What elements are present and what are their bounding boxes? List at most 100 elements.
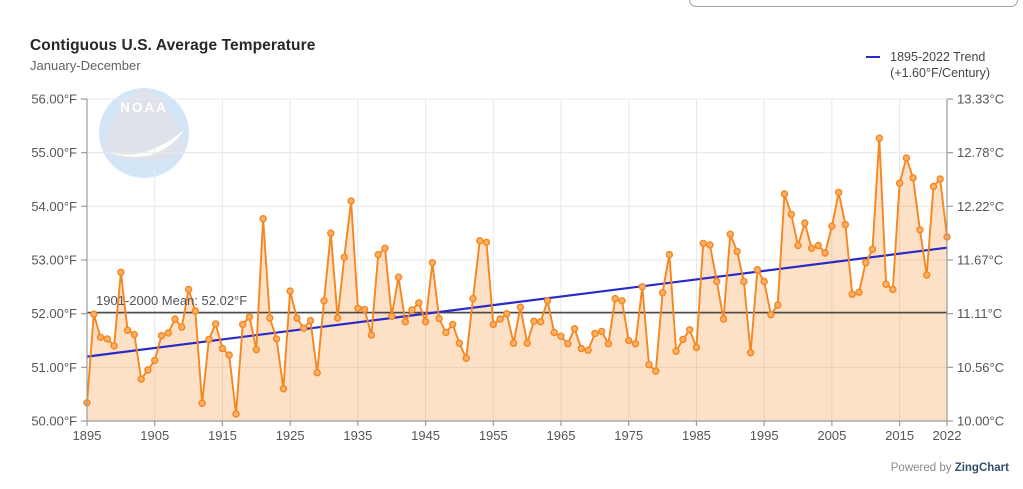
data-point[interactable]: [117, 268, 125, 276]
data-point[interactable]: [652, 367, 660, 375]
data-point[interactable]: [767, 311, 775, 319]
data-point[interactable]: [848, 290, 856, 298]
data-point[interactable]: [123, 326, 132, 334]
data-point[interactable]: [408, 306, 416, 314]
data-point[interactable]: [706, 241, 714, 249]
data-point[interactable]: [665, 250, 674, 259]
data-point[interactable]: [293, 314, 301, 322]
data-point[interactable]: [625, 336, 633, 345]
data-point[interactable]: [780, 190, 789, 198]
data-point[interactable]: [462, 354, 470, 362]
data-point[interactable]: [889, 285, 897, 294]
data-point[interactable]: [686, 326, 694, 334]
data-point[interactable]: [211, 320, 220, 328]
data-point[interactable]: [476, 236, 484, 245]
data-point[interactable]: [753, 266, 762, 274]
data-point[interactable]: [191, 307, 200, 315]
data-point[interactable]: [936, 175, 944, 183]
data-point[interactable]: [916, 226, 924, 234]
data-point[interactable]: [929, 182, 938, 191]
data-point[interactable]: [144, 366, 152, 374]
legend-trend-item[interactable]: 1895-2022 Trend (+1.60°F/Century): [866, 49, 990, 81]
data-point[interactable]: [259, 214, 267, 223]
data-point[interactable]: [421, 318, 430, 326]
data-point[interactable]: [611, 294, 619, 303]
data-point[interactable]: [557, 332, 565, 340]
data-point[interactable]: [354, 304, 362, 312]
data-point[interactable]: [286, 287, 294, 295]
data-point[interactable]: [618, 297, 626, 305]
data-point[interactable]: [306, 316, 315, 325]
data-point[interactable]: [801, 219, 809, 227]
data-point[interactable]: [719, 315, 728, 323]
data-point[interactable]: [726, 230, 734, 238]
data-point[interactable]: [821, 249, 829, 257]
data-point[interactable]: [814, 241, 822, 250]
data-point[interactable]: [327, 229, 335, 237]
data-point[interactable]: [489, 320, 497, 329]
data-point[interactable]: [442, 328, 450, 337]
data-point[interactable]: [746, 349, 755, 357]
data-point[interactable]: [807, 244, 816, 252]
data-point[interactable]: [713, 277, 721, 286]
data-point[interactable]: [252, 345, 260, 354]
data-point[interactable]: [774, 301, 782, 309]
data-point[interactable]: [266, 314, 274, 322]
data-point[interactable]: [137, 375, 145, 383]
data-point[interactable]: [415, 299, 423, 307]
data-point[interactable]: [205, 335, 213, 344]
data-point[interactable]: [367, 331, 376, 339]
data-point[interactable]: [855, 288, 863, 296]
data-point[interactable]: [597, 327, 606, 336]
data-point[interactable]: [130, 330, 139, 339]
data-point[interactable]: [347, 197, 355, 205]
data-point[interactable]: [150, 356, 159, 365]
data-point[interactable]: [313, 369, 321, 377]
data-point[interactable]: [428, 259, 437, 267]
data-point[interactable]: [543, 297, 552, 305]
data-point[interactable]: [388, 312, 396, 320]
data-point[interactable]: [570, 325, 579, 333]
data-point[interactable]: [238, 320, 247, 329]
data-point[interactable]: [279, 385, 288, 393]
data-point[interactable]: [516, 303, 525, 311]
data-point[interactable]: [96, 333, 105, 341]
data-point[interactable]: [103, 335, 112, 343]
data-point[interactable]: [882, 280, 890, 288]
data-point[interactable]: [509, 339, 518, 347]
data-point[interactable]: [733, 247, 741, 256]
data-point[interactable]: [794, 241, 802, 250]
data-point[interactable]: [340, 253, 348, 261]
data-point[interactable]: [394, 273, 403, 281]
data-point[interactable]: [164, 329, 173, 337]
data-point[interactable]: [435, 314, 443, 323]
data-point[interactable]: [360, 305, 369, 314]
data-point[interactable]: [699, 239, 707, 248]
data-point[interactable]: [895, 179, 904, 188]
data-point[interactable]: [787, 210, 795, 219]
data-point[interactable]: [740, 277, 748, 286]
data-point[interactable]: [232, 410, 240, 418]
data-point[interactable]: [875, 134, 883, 142]
data-point[interactable]: [381, 244, 389, 252]
data-point[interactable]: [835, 188, 843, 197]
data-point[interactable]: [320, 297, 328, 305]
data-point[interactable]: [631, 340, 640, 348]
data-point[interactable]: [198, 399, 206, 407]
data-point[interactable]: [245, 313, 254, 321]
data-point[interactable]: [374, 250, 382, 259]
data-point[interactable]: [469, 294, 477, 303]
data-point[interactable]: [868, 245, 877, 254]
data-point[interactable]: [272, 335, 281, 343]
data-point[interactable]: [455, 339, 464, 347]
data-point[interactable]: [591, 329, 599, 338]
data-point[interactable]: [171, 315, 179, 323]
data-point[interactable]: [530, 317, 538, 325]
data-point[interactable]: [503, 310, 511, 318]
data-point[interactable]: [577, 344, 585, 353]
data-point[interactable]: [482, 238, 491, 247]
data-point[interactable]: [760, 277, 768, 286]
data-point[interactable]: [110, 342, 118, 350]
data-point[interactable]: [672, 347, 680, 355]
data-point[interactable]: [692, 343, 701, 352]
